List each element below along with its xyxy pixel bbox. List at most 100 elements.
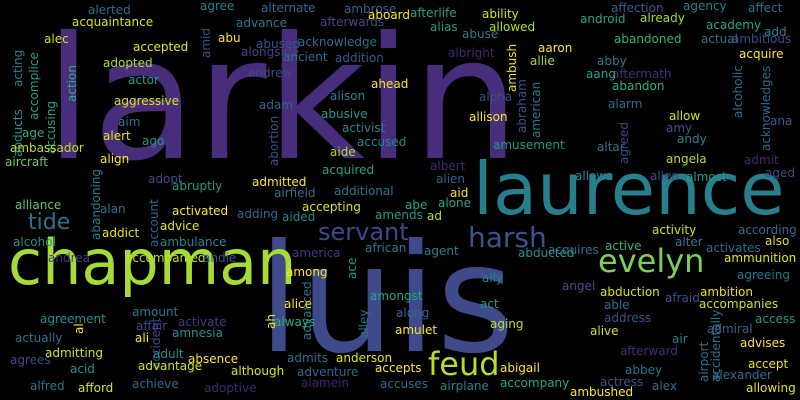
cloud-word: affair bbox=[136, 319, 168, 333]
cloud-word: amends bbox=[375, 208, 423, 222]
cloud-word: activated bbox=[172, 204, 229, 218]
cloud-word: luis bbox=[258, 213, 515, 387]
cloud-word: access bbox=[755, 312, 796, 326]
cloud-word: ambitious bbox=[732, 32, 792, 46]
cloud-word: adam bbox=[259, 98, 294, 112]
cloud-word: abandoned bbox=[614, 32, 682, 46]
cloud-word: allowed bbox=[489, 20, 536, 34]
cloud-word: chapman bbox=[8, 226, 297, 299]
cloud-word: alcoholic bbox=[731, 64, 745, 118]
cloud-word: ace bbox=[345, 257, 359, 279]
cloud-word: allen bbox=[650, 169, 680, 183]
cloud-word: aggressive bbox=[114, 94, 179, 108]
cloud-word: alley bbox=[357, 309, 371, 338]
cloud-word: tide bbox=[28, 210, 71, 235]
cloud-word: alpha bbox=[479, 90, 513, 104]
cloud-word: affect bbox=[748, 1, 783, 15]
cloud-word: aided bbox=[282, 210, 316, 224]
cloud-word: age bbox=[22, 126, 45, 140]
cloud-word: accompany bbox=[500, 376, 570, 390]
cloud-word: angela bbox=[666, 152, 707, 166]
cloud-word: aim bbox=[118, 115, 141, 129]
cloud-word: alexander bbox=[712, 368, 772, 382]
cloud-word: ambassador bbox=[10, 141, 84, 155]
cloud-word: additional bbox=[334, 184, 394, 198]
cloud-word: activist bbox=[342, 121, 386, 135]
cloud-word: afford bbox=[78, 381, 114, 395]
cloud-word: accompanies bbox=[699, 297, 779, 311]
cloud-word: alamein bbox=[301, 376, 350, 390]
cloud-word: agreement bbox=[40, 312, 106, 326]
cloud-word: adoptive bbox=[204, 381, 257, 395]
cloud-word: adventure bbox=[297, 365, 359, 379]
cloud-word: adopt bbox=[148, 172, 183, 186]
cloud-word: advance bbox=[236, 16, 288, 30]
cloud-word: afterwards bbox=[320, 15, 385, 29]
cloud-word: abandon bbox=[612, 79, 665, 93]
cloud-word: albright bbox=[448, 46, 495, 60]
cloud-word: alan bbox=[100, 202, 126, 216]
cloud-word: airplane bbox=[440, 379, 489, 393]
cloud-word: anderson bbox=[336, 351, 393, 365]
cloud-word: abby bbox=[597, 54, 627, 68]
cloud-word: accuses bbox=[380, 377, 429, 391]
cloud-word: abortion bbox=[267, 115, 281, 166]
cloud-word: advises bbox=[740, 336, 786, 350]
cloud-word: advantage bbox=[138, 359, 203, 373]
cloud-word: acting bbox=[11, 49, 25, 87]
cloud-word: allowing bbox=[746, 381, 796, 395]
cloud-word: amnesia bbox=[172, 326, 223, 340]
cloud-word: altar bbox=[597, 140, 625, 154]
cloud-word: adding bbox=[237, 207, 279, 221]
cloud-word: alarm bbox=[608, 97, 643, 111]
cloud-word: servant bbox=[318, 218, 409, 246]
cloud-word: aftermath bbox=[612, 67, 672, 81]
cloud-word: actress bbox=[600, 375, 644, 389]
cloud-word: activate bbox=[178, 315, 227, 329]
cloud-word: alison bbox=[330, 89, 366, 103]
cloud-word: adopted bbox=[103, 56, 153, 70]
cloud-word: ago bbox=[142, 134, 165, 148]
cloud-word: ali bbox=[135, 331, 150, 345]
cloud-word: agrees bbox=[10, 353, 51, 367]
cloud-word: able bbox=[604, 298, 630, 312]
cloud-word: actor bbox=[128, 73, 159, 87]
cloud-word: andie bbox=[203, 251, 237, 265]
cloud-word: feud bbox=[428, 345, 500, 383]
cloud-word: alive bbox=[590, 324, 619, 338]
cloud-word: aide bbox=[330, 145, 356, 159]
cloud-word: andy bbox=[677, 132, 707, 146]
cloud-word: afraid bbox=[665, 291, 700, 305]
cloud-word: acid bbox=[70, 362, 95, 376]
cloud-word: admit bbox=[744, 153, 779, 167]
cloud-word: aircraft bbox=[5, 155, 48, 169]
cloud-word: larkin bbox=[45, 1, 520, 199]
cloud-word: acquired bbox=[322, 163, 375, 177]
cloud-word: accused bbox=[357, 135, 407, 149]
cloud-word: abuse bbox=[462, 27, 499, 41]
cloud-word: andrew bbox=[248, 66, 293, 80]
cloud-word: addict bbox=[102, 226, 140, 240]
cloud-word: action bbox=[65, 64, 79, 102]
cloud-word: accompanied bbox=[125, 251, 206, 265]
cloud-word: aged bbox=[765, 166, 795, 180]
cloud-word: alliance bbox=[15, 198, 62, 212]
cloud-word: alert bbox=[103, 129, 131, 143]
cloud-word: abusive bbox=[321, 107, 368, 121]
cloud-word: accomplice bbox=[27, 51, 41, 120]
cloud-word: amy bbox=[666, 121, 693, 135]
cloud-word: alter bbox=[675, 235, 703, 249]
cloud-word: add bbox=[764, 25, 787, 39]
cloud-word: already bbox=[640, 11, 685, 25]
cloud-word: andrea bbox=[48, 251, 90, 265]
cloud-word: alerted bbox=[88, 3, 131, 17]
cloud-word: ancient bbox=[283, 50, 328, 64]
cloud-word: addition bbox=[335, 51, 384, 65]
cloud-word: accepting bbox=[302, 200, 361, 214]
cloud-word: align bbox=[100, 152, 130, 166]
cloud-word: alone bbox=[438, 196, 472, 210]
cloud-word: amongst bbox=[370, 289, 423, 303]
cloud-word: abduction bbox=[600, 285, 660, 299]
cloud-word: alec bbox=[44, 32, 69, 46]
cloud-word: agent bbox=[424, 244, 459, 258]
